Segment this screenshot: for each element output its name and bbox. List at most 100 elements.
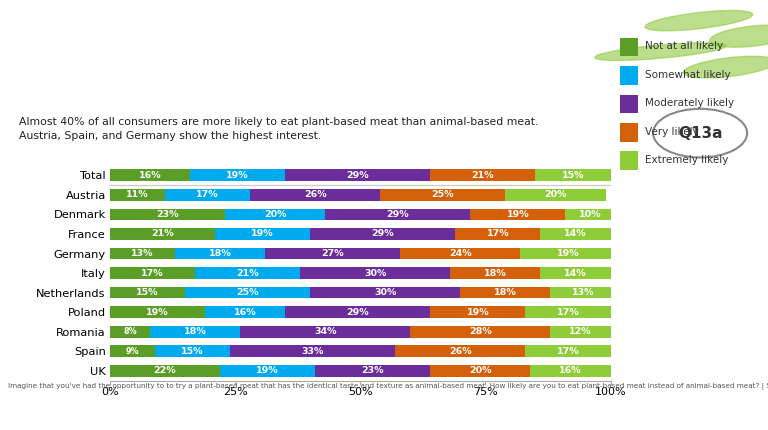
Text: 17%: 17% (557, 347, 579, 356)
FancyBboxPatch shape (620, 38, 638, 56)
Text: 10%: 10% (579, 210, 602, 219)
Text: 18%: 18% (494, 288, 517, 297)
Bar (430, 306, 525, 318)
Bar (525, 306, 611, 318)
Text: 14%: 14% (564, 269, 587, 277)
Bar (150, 326, 240, 338)
Bar (525, 345, 611, 357)
FancyBboxPatch shape (620, 123, 638, 141)
Text: 23%: 23% (156, 210, 179, 219)
Text: 16%: 16% (559, 366, 582, 375)
Text: 9%: 9% (126, 347, 139, 356)
Bar (110, 228, 215, 240)
Bar (310, 228, 455, 240)
Text: 14%: 14% (564, 230, 587, 239)
Text: 15%: 15% (181, 347, 204, 356)
Text: 13%: 13% (571, 288, 594, 297)
Text: 29%: 29% (346, 307, 369, 316)
Bar (230, 345, 396, 357)
Text: 20%: 20% (264, 210, 286, 219)
Bar (190, 169, 285, 181)
Bar (551, 326, 611, 338)
Text: Moderately likely: Moderately likely (645, 98, 734, 108)
Text: eating plant-based vs. animal: eating plant-based vs. animal (142, 19, 481, 38)
Bar (285, 306, 430, 318)
Text: 29%: 29% (386, 210, 409, 219)
Text: 21%: 21% (472, 171, 494, 180)
Text: 27%: 27% (321, 249, 344, 258)
Text: Imagine that you've had the opportunity to to try a plant-based meat that has th: Imagine that you've had the opportunity … (8, 384, 768, 390)
Text: 18%: 18% (484, 269, 507, 277)
Text: 19%: 19% (251, 230, 274, 239)
Text: 24%: 24% (449, 249, 472, 258)
Text: 13%: 13% (131, 249, 154, 258)
Text: 15%: 15% (561, 171, 584, 180)
Bar (460, 287, 551, 298)
Text: Total: n= 7590 | Austria n=757 | Denmark n=773 | France n=750 | Germany n=757 | : Total: n= 7590 | Austria n=757 | Denmark… (4, 413, 764, 421)
Text: 17%: 17% (557, 307, 579, 316)
Text: 29%: 29% (346, 171, 369, 180)
Text: 19%: 19% (227, 171, 249, 180)
Bar (110, 287, 185, 298)
Text: Extremely likely: Extremely likely (645, 155, 729, 165)
Bar (535, 169, 611, 181)
FancyBboxPatch shape (620, 95, 638, 113)
Bar (551, 287, 616, 298)
Ellipse shape (595, 43, 726, 61)
Bar (220, 365, 315, 377)
Bar (205, 306, 285, 318)
Bar (110, 365, 220, 377)
Text: 11%: 11% (126, 190, 149, 200)
Text: Q13a: Q13a (678, 126, 723, 141)
Text: 16%: 16% (233, 307, 257, 316)
Bar (285, 169, 430, 181)
Text: Somewhat likely: Somewhat likely (645, 70, 731, 80)
Text: 19%: 19% (557, 249, 579, 258)
Bar (110, 209, 225, 220)
Bar (215, 228, 310, 240)
Bar (155, 345, 230, 357)
Bar (505, 189, 605, 201)
Text: 18%: 18% (184, 327, 207, 336)
Text: Likelihood of: Likelihood of (19, 19, 153, 38)
Bar (110, 189, 165, 201)
Text: 21%: 21% (237, 269, 259, 277)
Text: 26%: 26% (304, 190, 326, 200)
Text: 25%: 25% (432, 190, 454, 200)
Text: 16%: 16% (138, 171, 161, 180)
Ellipse shape (710, 25, 768, 47)
Text: Not at all likely: Not at all likely (645, 41, 723, 52)
Bar (315, 365, 430, 377)
Text: 18%: 18% (209, 249, 231, 258)
Text: 20%: 20% (545, 190, 567, 200)
Bar (565, 209, 616, 220)
Bar (250, 189, 380, 201)
Bar (110, 248, 175, 259)
Bar (110, 326, 150, 338)
Bar (300, 267, 450, 279)
Text: 17%: 17% (487, 230, 509, 239)
Text: 12%: 12% (569, 327, 592, 336)
Bar (110, 345, 155, 357)
Text: 19%: 19% (507, 210, 529, 219)
Text: 30%: 30% (364, 269, 386, 277)
Bar (110, 267, 195, 279)
Text: 17%: 17% (196, 190, 219, 200)
Text: 25%: 25% (237, 288, 259, 297)
Ellipse shape (684, 56, 768, 78)
Text: 19%: 19% (257, 366, 279, 375)
Text: 21%: 21% (151, 230, 174, 239)
Text: 15%: 15% (136, 288, 159, 297)
Ellipse shape (645, 10, 753, 31)
Bar (380, 189, 505, 201)
Bar (450, 267, 541, 279)
Bar (541, 267, 611, 279)
Text: Almost 40% of all consumers are more likely to eat plant-based meat than animal-: Almost 40% of all consumers are more lik… (19, 117, 538, 141)
Bar (541, 228, 611, 240)
Text: 30%: 30% (374, 288, 396, 297)
Bar (455, 228, 541, 240)
Bar (110, 169, 190, 181)
Bar (185, 287, 310, 298)
Bar (400, 248, 521, 259)
Text: 19%: 19% (146, 307, 169, 316)
